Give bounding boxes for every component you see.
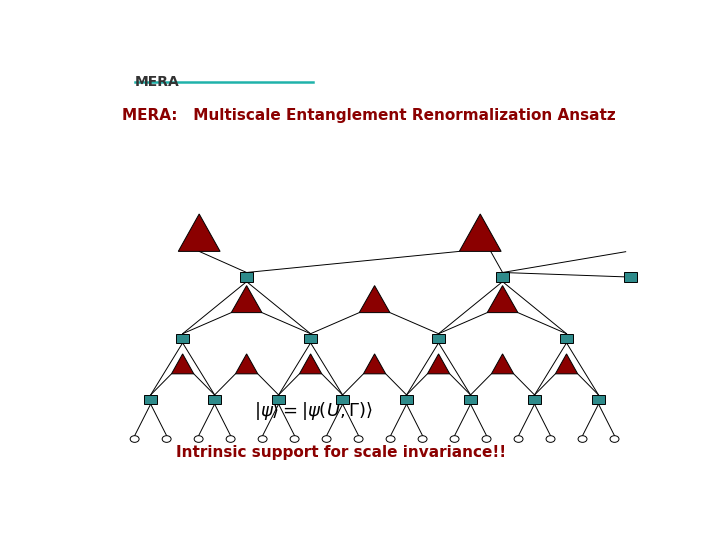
Circle shape: [578, 436, 587, 442]
Bar: [433, 334, 445, 343]
Polygon shape: [491, 354, 513, 374]
Text: $|\psi\rangle = |\psi(U, \Gamma)\rangle$: $|\psi\rangle = |\psi(U, \Gamma)\rangle$: [253, 400, 373, 422]
Circle shape: [162, 436, 171, 442]
Text: Intrinsic support for scale invariance!!: Intrinsic support for scale invariance!!: [176, 446, 506, 460]
Circle shape: [514, 436, 523, 442]
Polygon shape: [428, 354, 450, 374]
Circle shape: [290, 436, 299, 442]
Circle shape: [450, 436, 459, 442]
Polygon shape: [487, 286, 518, 313]
Bar: [528, 395, 541, 404]
Polygon shape: [171, 354, 194, 374]
Circle shape: [194, 436, 203, 442]
Circle shape: [386, 436, 395, 442]
Polygon shape: [179, 214, 220, 252]
Polygon shape: [235, 354, 258, 374]
Polygon shape: [555, 354, 577, 374]
Text: MERA: MERA: [135, 75, 179, 89]
Polygon shape: [459, 214, 501, 252]
Circle shape: [322, 436, 331, 442]
Bar: [464, 395, 477, 404]
Bar: [593, 395, 605, 404]
Circle shape: [354, 436, 363, 442]
Circle shape: [546, 436, 555, 442]
Bar: [560, 334, 572, 343]
Bar: [272, 395, 284, 404]
Bar: [336, 395, 348, 404]
Circle shape: [226, 436, 235, 442]
Circle shape: [610, 436, 619, 442]
Bar: [240, 273, 253, 282]
Bar: [496, 273, 509, 282]
Bar: [209, 395, 221, 404]
Polygon shape: [359, 286, 390, 313]
Circle shape: [258, 436, 267, 442]
Polygon shape: [364, 354, 386, 374]
Bar: [624, 273, 636, 282]
Bar: [145, 395, 157, 404]
Bar: [305, 334, 317, 343]
Circle shape: [482, 436, 491, 442]
Polygon shape: [300, 354, 322, 374]
Circle shape: [130, 436, 139, 442]
Circle shape: [418, 436, 427, 442]
Text: MERA:   Multiscale Entanglement Renormalization Ansatz: MERA: Multiscale Entanglement Renormaliz…: [122, 109, 616, 124]
Bar: [176, 334, 189, 343]
Bar: [400, 395, 413, 404]
Polygon shape: [231, 286, 262, 313]
